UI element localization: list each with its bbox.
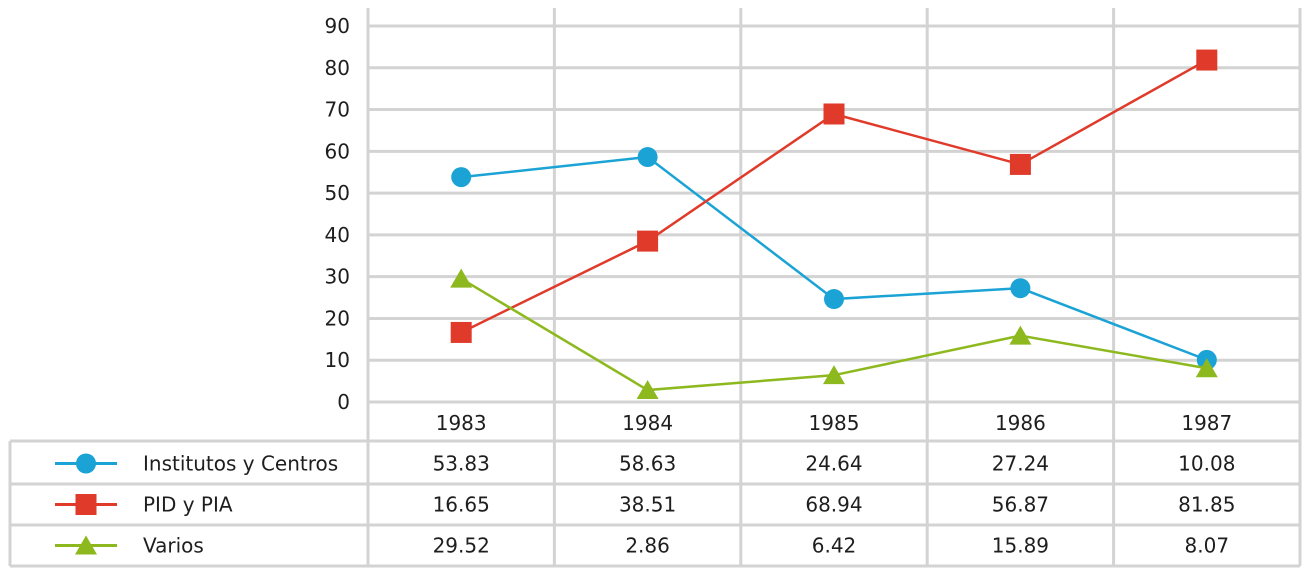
y-tick-label: 90 (325, 14, 350, 38)
table-cell: 24.64 (805, 452, 862, 476)
y-tick-label: 80 (325, 56, 350, 80)
x-tick-label: 1987 (1181, 411, 1232, 435)
y-tick-label: 20 (325, 306, 350, 330)
data-point (637, 230, 659, 252)
legend-marker (75, 494, 97, 515)
grid-lines (8, 8, 1302, 568)
data-table: Institutos y Centros 53.83 58.63 24.64 27.24… (55, 452, 1235, 558)
series-pid-y-pia (450, 49, 1218, 343)
y-tick-label: 60 (325, 139, 350, 163)
data-point (1009, 325, 1032, 345)
table-cell: 15.89 (992, 534, 1049, 558)
legend-label: PID y PIA (143, 493, 233, 517)
x-tick-label: 1984 (622, 411, 673, 435)
table-cell: 58.63 (619, 452, 676, 476)
data-point (1010, 278, 1031, 299)
table-cell: 81.85 (1178, 493, 1235, 517)
table-cell: 10.08 (1178, 452, 1235, 476)
x-tick-label: 1983 (436, 411, 487, 435)
data-point (1196, 49, 1218, 71)
x-tick-label: 1986 (995, 411, 1046, 435)
table-cell: 29.52 (433, 534, 490, 558)
y-axis: 0 10 20 30 40 50 60 70 80 90 (325, 14, 350, 414)
data-point (637, 147, 658, 168)
table-cell: 38.51 (619, 493, 676, 517)
table-cell: 8.07 (1185, 534, 1230, 558)
series-lines (450, 49, 1218, 400)
data-point (1009, 153, 1031, 175)
data-point (823, 365, 845, 385)
y-tick-label: 10 (325, 348, 350, 372)
data-point (823, 103, 845, 125)
table-row: Varios 29.52 2.86 6.42 15.89 8.07 (55, 534, 1229, 558)
y-tick-label: 40 (325, 223, 350, 247)
series-institutos-y-centros (451, 147, 1217, 370)
x-axis: 1983 1984 1985 1986 1987 (436, 411, 1233, 435)
data-point (636, 380, 659, 400)
table-cell: 56.87 (992, 493, 1049, 517)
table-row: PID y PIA 16.65 38.51 68.94 56.87 81.85 (55, 493, 1235, 517)
y-tick-label: 70 (325, 98, 350, 122)
series-line (461, 155, 1208, 362)
legend-label: Varios (143, 534, 204, 558)
table-cell: 68.94 (805, 493, 862, 517)
table-row: Institutos y Centros 53.83 58.63 24.64 27.24… (55, 452, 1235, 476)
table-cell: 2.86 (625, 534, 670, 558)
series-varios (450, 268, 1218, 400)
data-point (450, 321, 472, 343)
table-cell: 16.65 (433, 493, 490, 517)
legend-marker (76, 453, 96, 474)
table-cell: 6.42 (812, 534, 857, 558)
data-point (1195, 358, 1218, 378)
data-point (450, 268, 473, 288)
data-point (451, 167, 472, 188)
y-tick-label: 50 (325, 181, 350, 205)
y-tick-label: 0 (337, 390, 350, 414)
data-point (824, 289, 844, 310)
legend-label: Institutos y Centros (143, 452, 338, 476)
x-tick-label: 1985 (809, 411, 860, 435)
table-cell: 53.83 (433, 452, 490, 476)
y-tick-label: 30 (325, 265, 350, 289)
table-cell: 27.24 (992, 452, 1049, 476)
legend-marker (75, 535, 97, 555)
